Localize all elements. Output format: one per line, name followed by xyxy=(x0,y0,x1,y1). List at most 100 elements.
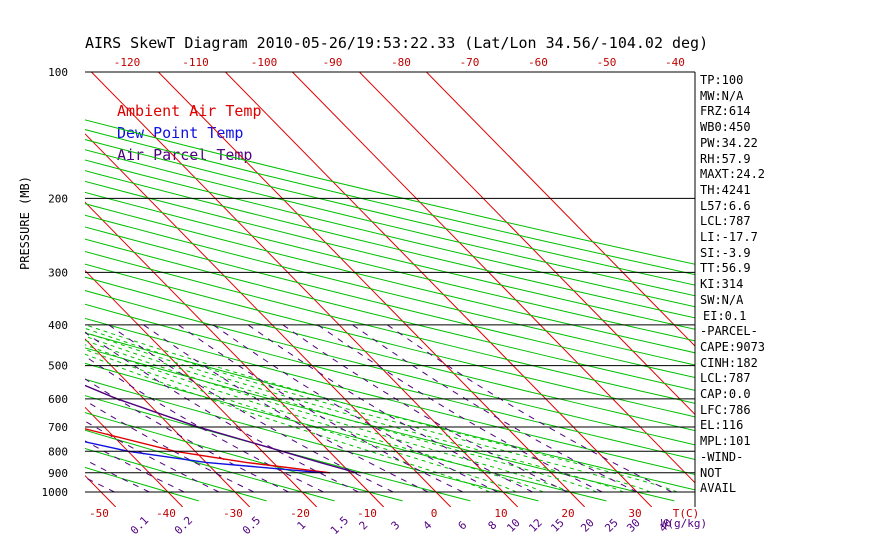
mixing-ratio-tick-label: 25 xyxy=(602,516,621,535)
dry-adiabat-line xyxy=(85,129,695,276)
x-axis-label: T(C) xyxy=(673,507,700,520)
moist-adiabat-line xyxy=(85,331,624,493)
mixing-ratio-tick-label: 3 xyxy=(389,519,403,533)
stat-item: LI:-17.7 xyxy=(700,230,758,244)
stat-item: WB0:450 xyxy=(700,120,751,135)
pressure-tick-label: 400 xyxy=(48,319,68,332)
moist-adiabat-line xyxy=(85,339,571,493)
dry-adiabat-line xyxy=(85,180,695,330)
stat-item: TH:4241 xyxy=(700,182,751,197)
top-temp-tick-label: -120 xyxy=(114,56,141,69)
stat-item: LCL:787 xyxy=(700,371,751,386)
top-temp-tick-label: -80 xyxy=(391,56,411,69)
isotherm-line xyxy=(225,72,653,507)
bottom-temp-tick-label: 30 xyxy=(628,507,641,520)
dry-adiabat-line xyxy=(85,119,695,265)
pressure-tick-label: 900 xyxy=(48,467,68,480)
stat-item: NOT xyxy=(700,465,722,480)
pressure-tick-label: 800 xyxy=(48,445,68,458)
top-temp-tick-label: -40 xyxy=(665,56,685,69)
profile-ambient-air-temp xyxy=(85,428,331,474)
mixing-ratio-line xyxy=(85,420,220,493)
stat-item: -PARCEL- xyxy=(700,324,758,339)
dry-adiabat-line xyxy=(85,466,199,502)
isotherm-line xyxy=(85,201,385,507)
bottom-temp-tick-label: -40 xyxy=(156,507,176,520)
stat-item: EL:116 xyxy=(700,418,744,433)
stat-item: TP:100 xyxy=(700,73,744,87)
stat-item: SI:-3.9 xyxy=(700,245,751,260)
pressure-tick-label: 600 xyxy=(48,393,68,406)
dry-adiabat-line xyxy=(85,447,267,502)
mixing-ratio-tick-label: 0.1 xyxy=(128,514,151,537)
mixing-ratio-tick-label: 1.5 xyxy=(328,514,351,537)
stat-item: FRZ:614 xyxy=(700,104,751,119)
stat-item: PW:34.22 xyxy=(700,135,758,150)
isotherm-line xyxy=(85,133,452,507)
dry-adiabat-line xyxy=(85,214,695,366)
stat-item: KI:314 xyxy=(700,277,744,292)
stat-item: MAXT:24.2 xyxy=(700,167,766,182)
stat-item: RH:57.9 xyxy=(700,151,751,166)
mixing-ratio-tick-label: 6 xyxy=(456,519,470,533)
stat-item: CINH:182 xyxy=(700,355,758,370)
stat-item: EI:0.1 xyxy=(703,308,747,323)
isotherm-line xyxy=(91,72,519,507)
profile-air-parcel-temp xyxy=(85,384,358,474)
mixing-ratio-tick-label: 1 xyxy=(295,519,309,533)
pressure-tick-label: 500 xyxy=(48,360,68,373)
isotherm-line xyxy=(85,269,318,507)
bottom-temp-tick-label: -10 xyxy=(357,507,377,520)
isotherm-line xyxy=(426,72,695,347)
dry-adiabat-line xyxy=(85,191,695,342)
stat-item: AVAIL xyxy=(700,481,737,496)
stat-item: LFC:786 xyxy=(700,402,751,417)
isotherm-line xyxy=(158,72,586,507)
pressure-tick-label: 700 xyxy=(48,421,68,434)
moist-adiabat-line xyxy=(85,353,490,493)
pressure-tick-label: 300 xyxy=(48,266,68,279)
mixing-ratio-tick-label: 0.5 xyxy=(240,514,263,537)
pressure-tick-label: 100 xyxy=(48,66,68,79)
pressure-tick-label: 200 xyxy=(48,192,68,205)
stat-item: SW:N/A xyxy=(700,292,744,307)
dry-adiabat-line xyxy=(85,412,403,502)
legend-dew-point-temp: Dew Point Temp xyxy=(117,124,244,142)
dry-adiabat-line xyxy=(85,250,695,404)
stat-item: L57:6.6 xyxy=(700,198,751,213)
mixing-ratio-line xyxy=(85,331,359,493)
chart-title: AIRS SkewT Diagram 2010-05-26/19:53:22.3… xyxy=(85,34,709,52)
dry-adiabat-line xyxy=(85,290,695,446)
top-temp-tick-label: -100 xyxy=(251,56,278,69)
mixing-ratio-axis-label: W(g/kg) xyxy=(661,517,707,530)
bottom-temp-tick-label: -20 xyxy=(290,507,310,520)
isotherm-line xyxy=(0,72,49,507)
stat-item: CAP:0.0 xyxy=(700,387,751,401)
stat-item: CAPE:9073 xyxy=(700,339,766,354)
stat-item: LCL:787 xyxy=(700,214,751,229)
moist-adiabat-line xyxy=(85,327,651,493)
stat-item: MW:N/A xyxy=(700,88,744,103)
mixing-ratio-tick-label: 12 xyxy=(526,516,545,535)
dry-adiabat-line xyxy=(85,226,695,379)
dry-adiabat-line xyxy=(85,332,695,491)
mixing-ratio-tick-label: 20 xyxy=(578,516,597,535)
mixing-ratio-line xyxy=(85,459,150,493)
dry-adiabat-line xyxy=(85,347,675,502)
top-temp-tick-label: -90 xyxy=(323,56,343,69)
pressure-tick-label: 1000 xyxy=(42,486,69,499)
dry-adiabat-line xyxy=(85,303,695,460)
bottom-temp-tick-label: 10 xyxy=(494,507,507,520)
bottom-temp-tick-label: -30 xyxy=(223,507,243,520)
dry-adiabat-line xyxy=(85,429,335,502)
legend-ambient-air-temp: Ambient Air Temp xyxy=(117,102,262,120)
moist-adiabat-line xyxy=(85,335,597,493)
stat-item: TT:56.9 xyxy=(700,261,751,276)
isotherm-line xyxy=(359,72,695,416)
moist-adiabat-line xyxy=(85,324,678,493)
bottom-temp-tick-label: 20 xyxy=(561,507,574,520)
profile-dew-point-temp xyxy=(85,441,324,474)
isotherm-line xyxy=(292,72,695,484)
dry-adiabat-line xyxy=(85,238,695,391)
